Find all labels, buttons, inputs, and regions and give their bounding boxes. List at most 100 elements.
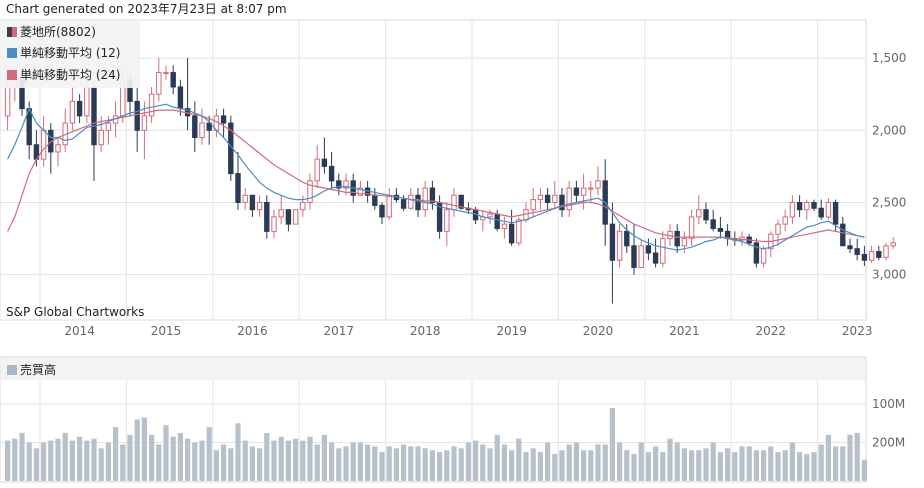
legend-swatch-candle-up [12, 27, 17, 37]
candle-up [105, 122, 112, 131]
candle-up [300, 201, 306, 211]
volume-bar [437, 452, 443, 481]
price-y-tick-label: 2,500 [872, 195, 906, 209]
candle-down [847, 245, 853, 250]
chart-generated-text: Chart generated on 2023年7月23日 at 8:07 pm [6, 2, 287, 16]
candle-up [775, 223, 781, 235]
candle-up [242, 194, 248, 203]
volume-bar [84, 440, 90, 481]
price-x-axis: 2014 2015 2016 2017 2018 2019 2020 2021 2022 2023 [64, 324, 872, 338]
candle-up [256, 201, 263, 211]
volume-bar [667, 438, 673, 481]
volume-bar [213, 450, 219, 481]
candle-up [343, 180, 349, 189]
candle-up [660, 238, 666, 264]
candle-down [192, 115, 198, 139]
volume-bar [732, 452, 738, 481]
volume-bar [26, 442, 32, 481]
candle-up [688, 216, 695, 240]
volume-bar [768, 446, 774, 481]
volume-bar [739, 446, 745, 481]
volume-bar [350, 442, 356, 481]
volume-bar [163, 425, 169, 481]
volume-bar [271, 440, 277, 481]
candle-down [710, 219, 716, 229]
volume-bar [537, 452, 543, 481]
volume-bar [746, 446, 752, 481]
candle-up [588, 187, 594, 190]
candle-up [156, 72, 162, 95]
volume-bar [415, 446, 421, 481]
volume-bar [710, 442, 716, 481]
price-x-tick-label: 2015 [151, 324, 182, 338]
volume-bar [329, 442, 335, 481]
volume-bar [33, 448, 39, 481]
volume-bar [228, 448, 234, 481]
candle-up [825, 201, 832, 218]
candle-up [782, 216, 788, 225]
candle-up [868, 251, 875, 261]
volume-bar [581, 450, 587, 481]
volume-bar [48, 440, 54, 481]
legend-label-price: 菱地所(8802) [20, 25, 96, 39]
candle-down [508, 223, 515, 244]
volume-bar [638, 442, 644, 481]
volume-bar-series [5, 407, 867, 481]
candle-up [552, 194, 558, 203]
candle-up [883, 245, 889, 258]
volume-bar [257, 448, 263, 481]
volume-bar [156, 444, 162, 481]
candle-down [494, 213, 500, 229]
candle-down [811, 201, 817, 209]
legend-swatch-volume [7, 365, 17, 375]
volume-y-axis: 200M 100M [872, 397, 905, 449]
candle-up [696, 209, 702, 218]
volume-bar [41, 442, 47, 481]
volume-bar [509, 450, 515, 481]
price-y-tick-label: 1,500 [872, 51, 906, 65]
volume-bar [660, 452, 666, 481]
volume-bar [278, 436, 284, 481]
volume-bar [120, 444, 126, 481]
candle-down [76, 100, 83, 117]
candle-up [271, 216, 277, 232]
candle-down [400, 199, 407, 209]
candle-down [818, 207, 824, 218]
volume-bar [703, 448, 709, 481]
volume-bar [386, 446, 392, 481]
price-legend: 菱地所(8802) 単純移動平均 (12) 単純移動平均 (24) [0, 20, 140, 88]
volume-bar [365, 444, 371, 481]
candle-up [386, 194, 392, 218]
volume-bar [840, 446, 846, 481]
volume-bar [343, 446, 349, 481]
volume-bar [804, 454, 810, 481]
volume-bar [559, 450, 565, 481]
price-x-tick-label: 2017 [324, 324, 355, 338]
candle-down [429, 187, 436, 203]
candle-up [595, 180, 601, 189]
volume-bar [775, 452, 781, 481]
volume-bar [761, 450, 767, 481]
candle-down [134, 100, 140, 131]
volume-bar [811, 452, 817, 481]
volume-bar [192, 442, 198, 481]
candle-down [206, 122, 212, 131]
volume-bar [789, 442, 795, 481]
candle-up [307, 180, 313, 203]
volume-bar [221, 444, 227, 481]
volume-bar [379, 452, 385, 481]
volume-bar [847, 434, 853, 481]
legend-label-volume: 売買高 [20, 362, 56, 377]
price-legend-box [0, 20, 140, 88]
candle-down [717, 227, 724, 232]
candle-up [681, 238, 688, 247]
volume-bar [127, 434, 133, 481]
candle-down [544, 194, 551, 203]
volume-bar [408, 446, 414, 481]
legend-swatch-sma12 [7, 48, 17, 58]
candle-down [372, 194, 378, 206]
candle-down [652, 252, 659, 264]
candle-down [458, 194, 464, 209]
candle-up [84, 86, 90, 117]
